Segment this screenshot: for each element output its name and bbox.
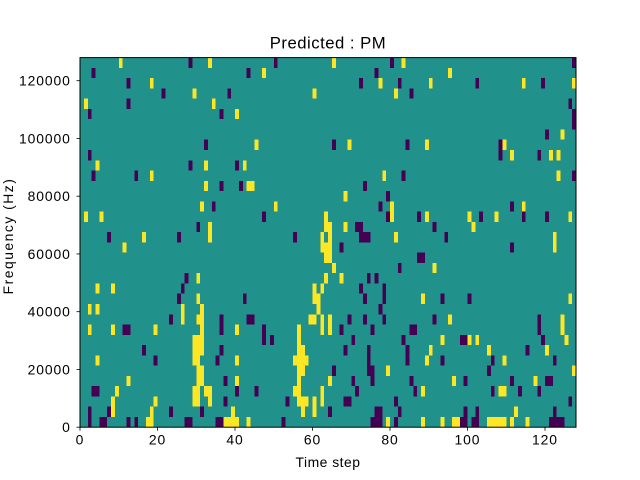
svg-text:120: 120 bbox=[532, 432, 558, 448]
svg-text:100: 100 bbox=[455, 432, 481, 448]
svg-text:20000: 20000 bbox=[28, 361, 71, 377]
svg-text:60: 60 bbox=[304, 432, 321, 448]
svg-text:80: 80 bbox=[381, 432, 398, 448]
svg-text:60000: 60000 bbox=[28, 246, 71, 262]
svg-text:20: 20 bbox=[149, 432, 166, 448]
svg-text:40: 40 bbox=[226, 432, 243, 448]
svg-text:0: 0 bbox=[62, 419, 71, 435]
svg-text:40000: 40000 bbox=[28, 304, 71, 320]
svg-text:Predicted : PM: Predicted : PM bbox=[270, 34, 386, 53]
svg-text:0: 0 bbox=[76, 432, 85, 448]
svg-text:100000: 100000 bbox=[19, 130, 71, 146]
svg-text:120000: 120000 bbox=[19, 73, 71, 89]
svg-text:Time step: Time step bbox=[296, 454, 361, 470]
svg-text:Frequency (Hz): Frequency (Hz) bbox=[0, 178, 16, 295]
svg-text:80000: 80000 bbox=[28, 188, 71, 204]
